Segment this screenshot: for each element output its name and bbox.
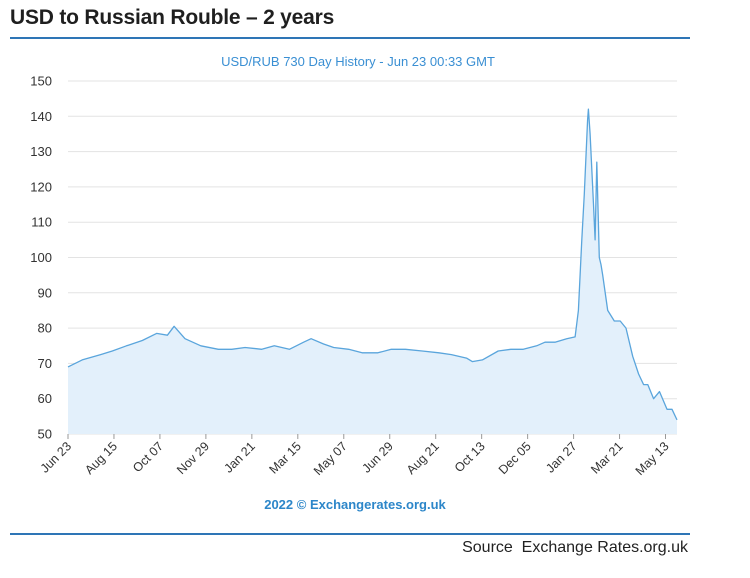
chart-title: USD/RUB 730 Day History - Jun 23 00:33 G… <box>221 54 495 69</box>
rate-line <box>67 108 678 421</box>
page-title: USD to Russian Rouble – 2 years <box>10 6 335 29</box>
x-tick-label: Jan 21 <box>222 439 258 475</box>
y-tick-label: 140 <box>30 109 52 124</box>
y-tick-label: 90 <box>38 285 52 300</box>
y-tick-label: 110 <box>31 215 52 230</box>
x-tick-label: Oct 07 <box>130 439 166 475</box>
title-rule <box>10 37 690 39</box>
x-tick-label: Jun 23 <box>38 439 74 475</box>
x-axis: Jun 23 Aug 15 Oct 07 Nov 29 Jan 21 Mar 15 May … <box>38 434 672 478</box>
source-note: Source Exchange Rates.org.uk <box>462 539 688 556</box>
x-tick-label: Nov 29 <box>174 439 212 477</box>
y-tick-label: 100 <box>30 250 52 265</box>
y-axis: 50 60 70 80 90 100 110 120 130 140 150 <box>30 74 52 442</box>
x-tick-label: Jun 29 <box>359 439 395 475</box>
x-tick-label: Aug 21 <box>404 439 442 477</box>
footer-rule <box>10 533 690 535</box>
x-tick-label: May 07 <box>311 439 350 478</box>
x-tick-label: Mar 15 <box>267 439 304 476</box>
y-tick-label: 50 <box>38 427 52 442</box>
x-tick-label: Oct 13 <box>452 439 488 475</box>
rate-area-fill <box>68 109 677 434</box>
x-tick-label: May 13 <box>633 439 672 478</box>
x-tick-label: Dec 05 <box>496 439 534 477</box>
y-tick-label: 150 <box>30 74 52 89</box>
y-tick-label: 120 <box>30 179 52 194</box>
y-tick-label: 80 <box>38 321 52 336</box>
x-tick-label: Jan 27 <box>543 439 579 475</box>
y-tick-label: 60 <box>38 391 52 406</box>
x-tick-label: Mar 21 <box>588 439 625 476</box>
y-tick-label: 130 <box>30 144 52 159</box>
chart-credit: 2022 © Exchangerates.org.uk <box>264 497 446 512</box>
y-tick-label: 70 <box>38 356 52 371</box>
x-tick-label: Aug 15 <box>82 439 120 477</box>
